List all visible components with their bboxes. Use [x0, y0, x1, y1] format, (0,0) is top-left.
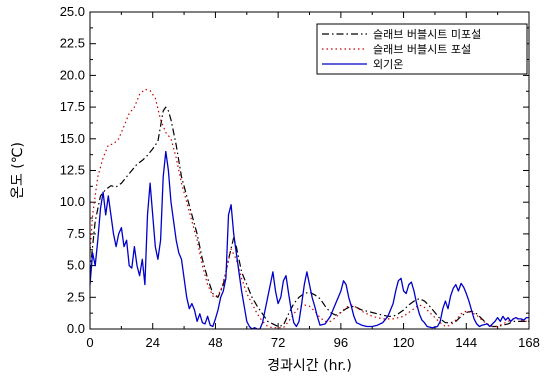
legend-label-series-2: 외기온: [373, 58, 403, 71]
series-line-0: [89, 106, 529, 328]
x-tick-label: 0: [86, 335, 93, 350]
y-tick-label: 12.5: [60, 163, 85, 178]
legend-label-series-1: 슬래브 버블시트 포설: [373, 43, 471, 56]
series-line-1: [89, 88, 529, 329]
x-tick-labels: 0 24 48 72 96 120 144 168: [86, 335, 539, 350]
y-tick-label: 17.5: [60, 99, 85, 114]
y-tick-labels: 0.0 2.5 5.0 7.5 10.0 12.5 15.0 17.5 20.0 22.5 25.0: [60, 4, 85, 336]
legend-label-series-0: 슬래브 버블시트 미포설: [373, 28, 481, 41]
y-tick-label: 2.5: [67, 289, 85, 304]
x-tick-label: 120: [393, 335, 415, 350]
series-line-2: [89, 150, 529, 330]
y-tick-label: 0.0: [67, 321, 85, 336]
y-tick-label: 25.0: [60, 4, 85, 19]
y-tick-label: 15.0: [60, 131, 85, 146]
plot-frame: [89, 11, 530, 330]
series-lines: [89, 88, 529, 330]
x-tick-label: 24: [145, 335, 159, 350]
x-axis-title: 경과시간 (hr.): [267, 358, 352, 374]
legend-box: [316, 23, 528, 75]
y-tick-label: 10.0: [60, 194, 85, 209]
y-tick-label: 5.0: [67, 258, 85, 273]
legend: 슬래브 버블시트 미포설 슬래브 버블시트 포설 외기온: [316, 23, 528, 75]
y-tick-label: 7.5: [67, 226, 85, 241]
x-tick-label: 168: [518, 335, 540, 350]
x-tick-label: 96: [334, 335, 348, 350]
x-tick-label: 144: [455, 335, 477, 350]
y-axis-title: 온도 (℃): [10, 142, 26, 199]
y-tick-label: 20.0: [60, 67, 85, 82]
x-tick-label: 48: [208, 335, 222, 350]
x-tick-label: 72: [271, 335, 285, 350]
y-tick-label: 22.5: [60, 36, 85, 51]
